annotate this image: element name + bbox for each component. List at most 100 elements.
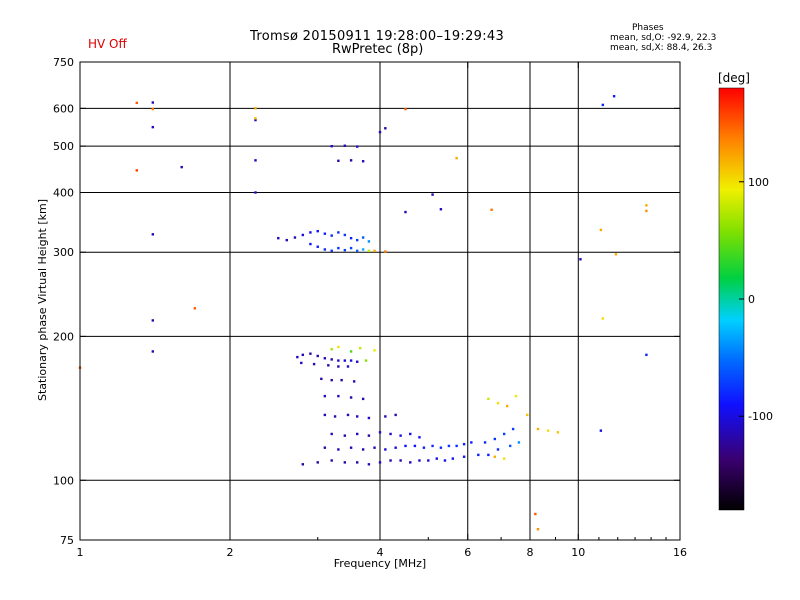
echo-point (180, 165, 183, 169)
echo-point (323, 394, 327, 398)
echo-point (502, 432, 506, 436)
phase-stats-o: mean, sd,O: -92.9, 22.3 (610, 33, 717, 43)
echo-point (135, 169, 138, 172)
echo-point (355, 360, 359, 363)
echo-point (337, 394, 340, 398)
echo-point (526, 413, 529, 417)
echo-point (404, 210, 407, 214)
echo-point (389, 432, 392, 436)
echo-point (373, 446, 376, 449)
y-tick-label: 200 (53, 330, 74, 343)
echo-point (579, 258, 582, 261)
echo-point (612, 95, 616, 98)
echo-point (384, 127, 387, 130)
echo-point (493, 455, 497, 458)
colorbar-label: [deg] (718, 71, 750, 85)
echo-point (451, 457, 455, 460)
echo-point (361, 448, 365, 451)
x-tick-label: 1 (77, 546, 84, 559)
echo-point (455, 444, 458, 448)
echo-point (316, 229, 319, 233)
echo-point (300, 361, 303, 365)
echo-point (349, 350, 353, 353)
echo-point (355, 432, 359, 436)
echo-point (301, 233, 305, 237)
x-tick-label: 6 (464, 546, 471, 559)
echo-point (285, 238, 288, 242)
echo-point (534, 512, 537, 516)
echo-point (599, 228, 603, 232)
echo-point (384, 448, 387, 451)
echo-point (435, 457, 438, 460)
echo-point (505, 404, 509, 408)
echo-point (418, 459, 421, 462)
x-axis-label: Frequency [MHz] (334, 557, 426, 570)
echo-point (337, 448, 340, 451)
echo-point (389, 459, 392, 462)
echo-point (409, 432, 412, 436)
echo-point (316, 461, 319, 464)
echo-point (254, 117, 257, 120)
echo-point (384, 415, 387, 418)
echo-point (477, 453, 480, 457)
echo-point (483, 441, 487, 444)
echo-point (645, 204, 648, 207)
echo-point (394, 413, 397, 417)
y-tick-label: 100 (53, 474, 74, 487)
echo-point (277, 236, 280, 240)
echo-point (470, 441, 473, 444)
echo-point (367, 463, 371, 466)
echo-point (364, 359, 368, 362)
echo-point (427, 459, 430, 462)
echo-point (330, 144, 333, 148)
colorbar-ticks: 100 0 -100 (739, 176, 773, 423)
echo-point (151, 101, 155, 104)
echo-point (330, 234, 333, 237)
grid-lines (80, 62, 680, 540)
phase-stats-title: Phases (632, 23, 664, 33)
echo-point (346, 365, 350, 368)
y-tick-label: 500 (53, 140, 74, 153)
echo-point (431, 193, 434, 196)
echo-point (330, 432, 333, 436)
echo-point (367, 434, 371, 437)
echo-point (361, 160, 365, 163)
echo-point (151, 319, 155, 322)
echo-point (337, 365, 340, 368)
echo-point (502, 457, 506, 460)
echo-point (349, 236, 353, 240)
echo-point (645, 353, 648, 357)
echo-point (399, 434, 402, 437)
echo-point (355, 238, 359, 242)
colorbar-tick-label: 100 (748, 176, 769, 189)
echo-point (151, 125, 155, 129)
colorbar-tick-label: -100 (748, 410, 773, 423)
echo-point (378, 130, 382, 134)
echo-point (546, 429, 550, 432)
echo-point (614, 253, 618, 256)
echo-point (599, 429, 603, 432)
echo-point (349, 446, 353, 449)
echo-point (343, 461, 347, 464)
phase-stats-x: mean, sd,X: 88.4, 26.3 (610, 43, 713, 53)
echo-point (254, 159, 257, 162)
echo-point (601, 317, 605, 320)
echo-point (404, 107, 407, 111)
echo-point (316, 354, 319, 358)
echo-point (355, 461, 359, 464)
echo-point (340, 378, 343, 382)
echo-point (361, 236, 365, 239)
echo-point (352, 380, 356, 383)
echo-point (511, 427, 515, 431)
echo-point (514, 394, 518, 398)
echo-point (323, 446, 327, 449)
echo-point (399, 459, 402, 462)
echo-point (349, 246, 353, 250)
echo-point (337, 159, 340, 162)
echo-point (536, 427, 540, 431)
echo-point (343, 233, 347, 237)
echo-point (462, 442, 466, 446)
echo-point (378, 431, 382, 434)
echo-point (254, 107, 257, 110)
